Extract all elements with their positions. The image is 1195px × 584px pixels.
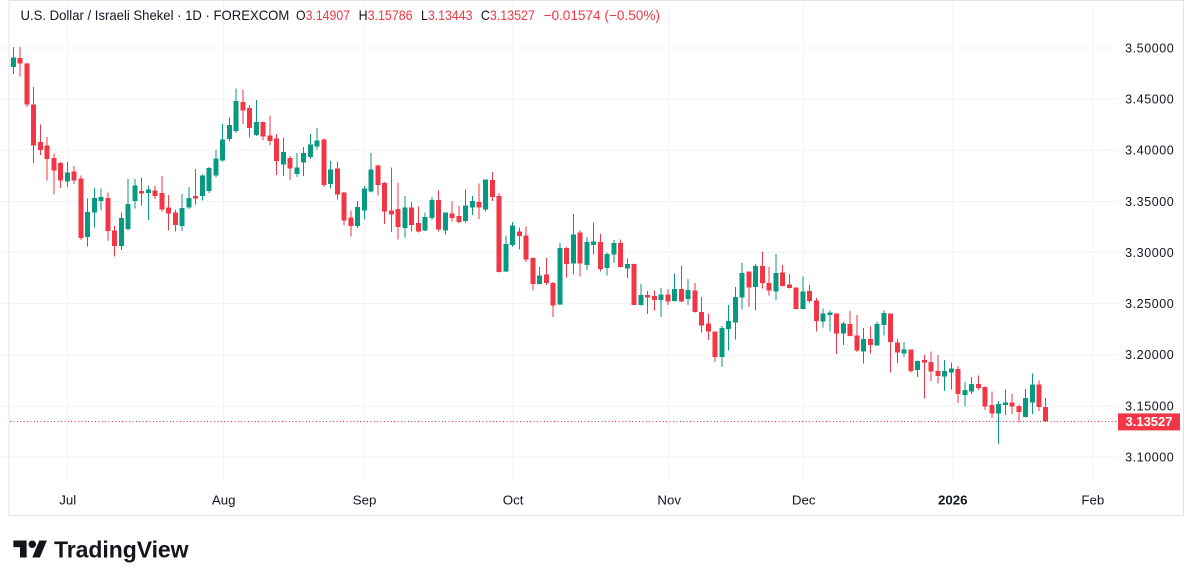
svg-text:3.35000: 3.35000 <box>1125 195 1174 209</box>
svg-text:Jul: Jul <box>59 493 76 508</box>
svg-text:Nov: Nov <box>657 493 681 508</box>
svg-text:3.15000: 3.15000 <box>1125 399 1174 413</box>
svg-text:O3.14907: O3.14907 <box>296 8 350 23</box>
svg-text:L3.13443: L3.13443 <box>421 8 473 23</box>
svg-text:3.30000: 3.30000 <box>1125 246 1174 260</box>
svg-text:U.S. Dollar / Israeli Shekel ·: U.S. Dollar / Israeli Shekel · 1D · FORE… <box>21 8 290 23</box>
svg-text:Aug: Aug <box>212 493 236 508</box>
svg-text:3.20000: 3.20000 <box>1125 348 1174 362</box>
svg-text:Sep: Sep <box>353 493 377 508</box>
svg-text:3.50000: 3.50000 <box>1125 41 1174 55</box>
svg-text:2026: 2026 <box>938 493 968 508</box>
svg-text:Dec: Dec <box>792 493 816 508</box>
svg-text:TradingView: TradingView <box>54 537 189 563</box>
svg-text:3.10000: 3.10000 <box>1125 450 1174 464</box>
svg-text:Feb: Feb <box>1081 493 1104 508</box>
svg-text:−0.01574 (−0.50%): −0.01574 (−0.50%) <box>544 8 661 23</box>
svg-text:Oct: Oct <box>503 493 524 508</box>
svg-text:3.13527: 3.13527 <box>1126 415 1173 429</box>
svg-text:3.25000: 3.25000 <box>1125 297 1174 311</box>
svg-text:H3.15786: H3.15786 <box>359 8 413 23</box>
svg-text:C3.13527: C3.13527 <box>481 8 535 23</box>
svg-text:3.40000: 3.40000 <box>1125 144 1174 158</box>
svg-text:3.45000: 3.45000 <box>1125 93 1174 107</box>
